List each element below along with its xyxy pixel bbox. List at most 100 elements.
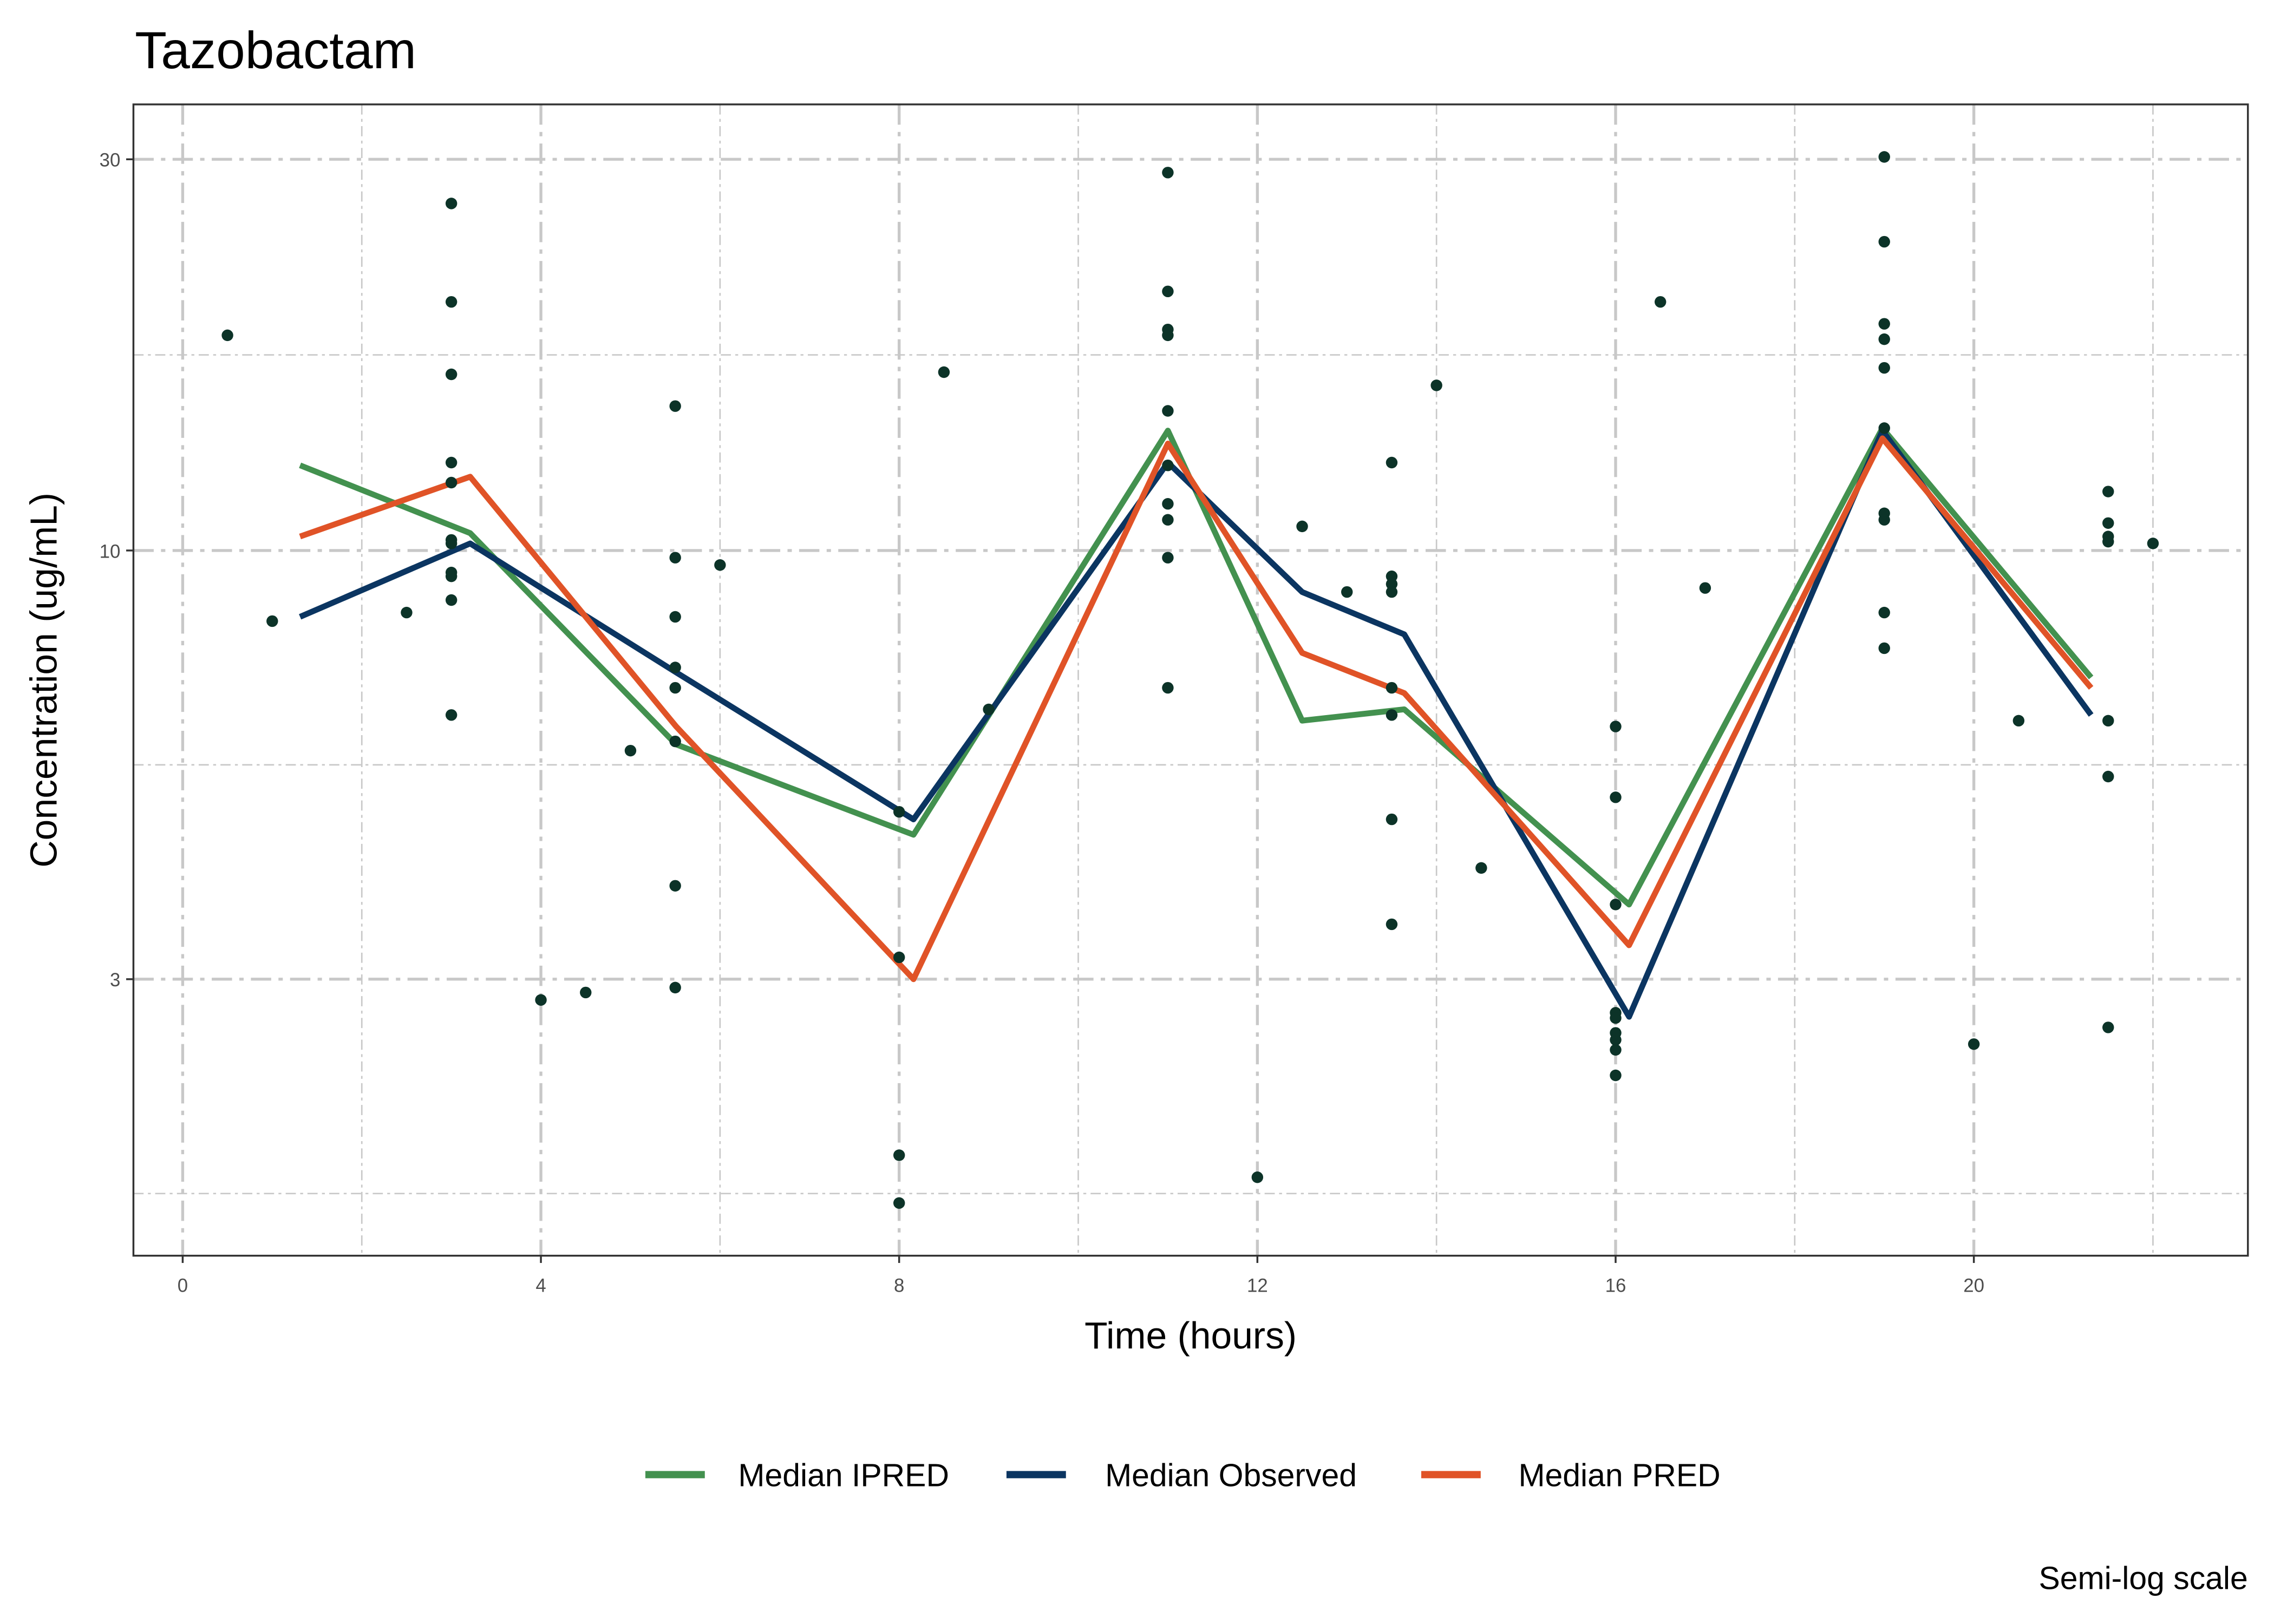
data-point xyxy=(2102,715,2114,727)
data-point xyxy=(1386,456,1398,469)
data-point xyxy=(1878,318,1890,330)
data-point xyxy=(1162,552,1174,564)
data-point xyxy=(1878,606,1890,619)
data-point xyxy=(1610,1012,1622,1024)
x-tick-label: 8 xyxy=(894,1275,904,1296)
x-tick-label: 16 xyxy=(1605,1275,1626,1296)
data-point xyxy=(1296,520,1308,533)
data-point xyxy=(669,611,681,623)
data-point xyxy=(1162,459,1174,472)
data-point xyxy=(266,615,278,627)
x-tick-label: 20 xyxy=(1963,1275,1984,1296)
data-point xyxy=(669,981,681,994)
data-point xyxy=(983,703,995,716)
data-point xyxy=(1162,405,1174,417)
data-point xyxy=(1162,514,1174,526)
x-tick-label: 12 xyxy=(1247,1275,1268,1296)
data-point xyxy=(1610,791,1622,803)
plot-border xyxy=(132,103,2249,1257)
data-point xyxy=(1386,918,1398,931)
gridlines xyxy=(133,104,2248,1256)
data-point xyxy=(445,476,458,489)
data-point xyxy=(445,709,458,721)
data-point xyxy=(1878,422,1890,434)
observed-points xyxy=(221,151,2159,1209)
data-point xyxy=(1610,1069,1622,1082)
data-point xyxy=(669,662,681,673)
data-point xyxy=(2102,535,2114,548)
data-point xyxy=(1878,333,1890,345)
data-point xyxy=(1386,709,1398,721)
legend-label-ipred: Median IPRED xyxy=(738,1458,949,1494)
data-point xyxy=(669,400,681,412)
data-point xyxy=(2012,715,2025,727)
data-point xyxy=(669,682,681,694)
data-point xyxy=(1162,285,1174,298)
x-tick-label: 0 xyxy=(178,1275,188,1296)
data-point xyxy=(445,368,458,381)
data-point xyxy=(445,456,458,469)
data-point xyxy=(669,880,681,892)
data-point xyxy=(445,570,458,582)
data-point xyxy=(2102,486,2114,497)
data-point xyxy=(445,538,458,549)
data-point xyxy=(624,744,637,757)
data-point xyxy=(1386,813,1398,826)
data-point xyxy=(938,366,950,378)
data-point xyxy=(1430,379,1442,391)
y-tick-label: 3 xyxy=(110,970,120,991)
y-axis-ticks: 3 10 30 xyxy=(100,150,134,991)
data-point xyxy=(1654,296,1667,308)
data-point xyxy=(1610,1044,1622,1056)
chart-title: Tazobactam xyxy=(135,22,416,80)
y-tick-label: 10 xyxy=(100,541,121,562)
data-point xyxy=(2102,770,2114,783)
data-point xyxy=(1878,642,1890,654)
legend-label-observed: Median Observed xyxy=(1105,1458,1357,1494)
data-point xyxy=(893,1197,905,1209)
series-line-median-observed xyxy=(299,428,2094,1020)
data-point xyxy=(1162,167,1174,179)
data-point xyxy=(1162,682,1174,694)
data-point xyxy=(1610,899,1622,911)
data-point xyxy=(1162,329,1174,342)
data-point xyxy=(445,296,458,308)
data-point xyxy=(1878,362,1890,374)
data-point xyxy=(1386,682,1398,694)
x-axis-title: Time (hours) xyxy=(1084,1314,1297,1357)
y-axis-title: Concentration (ug/mL) xyxy=(22,493,64,868)
data-point xyxy=(1878,514,1890,526)
data-point xyxy=(893,1149,905,1161)
caption: Semi-log scale xyxy=(2038,1561,2247,1596)
x-axis-ticks: 0 4 8 12 16 20 xyxy=(178,1255,1984,1296)
data-point xyxy=(1475,862,1487,874)
legend: Median IPRED Median Observed Median PRED xyxy=(645,1458,1721,1494)
data-point xyxy=(1878,235,1890,248)
data-point xyxy=(580,986,592,999)
data-point xyxy=(669,735,681,748)
data-point xyxy=(401,606,413,619)
data-point xyxy=(221,329,233,342)
data-point xyxy=(1386,586,1398,598)
data-point xyxy=(1610,1034,1622,1046)
series-lines xyxy=(299,425,2094,1020)
data-point xyxy=(2147,538,2159,549)
data-point xyxy=(1251,1171,1264,1183)
data-point xyxy=(893,951,905,964)
data-point xyxy=(1968,1038,1980,1050)
series-line-median-ipred xyxy=(299,425,2094,908)
data-point xyxy=(2102,1021,2114,1033)
data-point xyxy=(1162,498,1174,510)
data-point xyxy=(893,806,905,818)
data-point xyxy=(1699,582,1711,594)
data-point xyxy=(1878,151,1890,163)
data-point xyxy=(2102,517,2114,529)
data-point xyxy=(445,198,458,209)
data-point xyxy=(1610,721,1622,732)
data-point xyxy=(535,994,547,1006)
series-line-median-pred xyxy=(299,435,2094,983)
data-point xyxy=(445,594,458,606)
data-point xyxy=(669,552,681,564)
